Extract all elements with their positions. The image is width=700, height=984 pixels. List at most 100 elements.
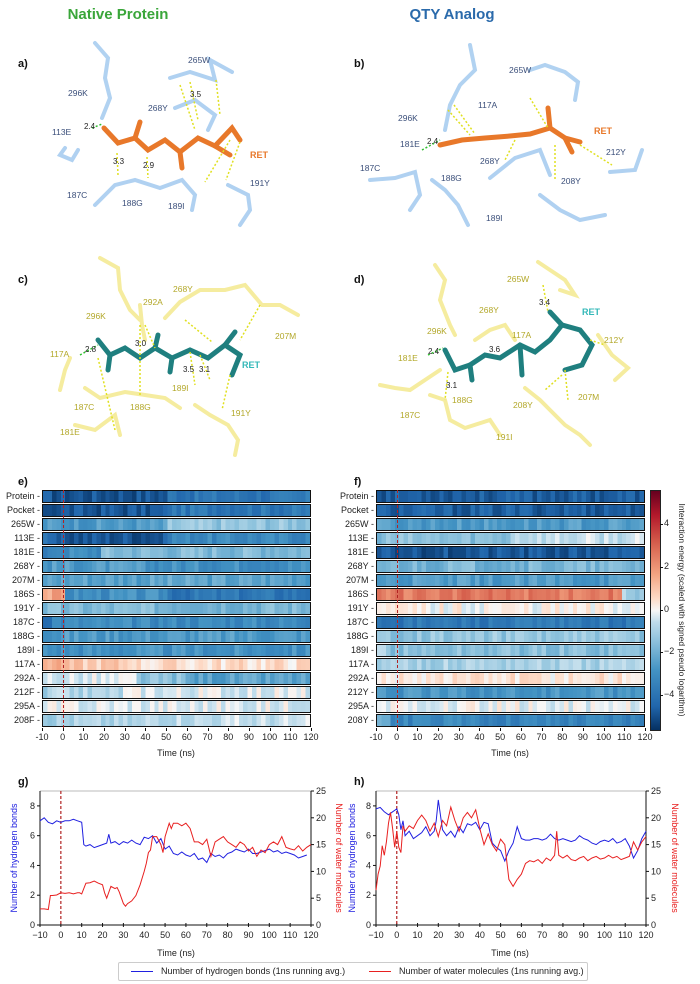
x-tick-label: 70	[202, 930, 212, 940]
x-tick-mark	[541, 728, 543, 731]
residue-label: 207M	[275, 331, 297, 341]
heatmap-row-label: 191Y -	[13, 603, 40, 613]
x-tick-label: 110	[283, 732, 298, 742]
distance-label: 3.5	[183, 365, 195, 374]
colorbar-tick-label: 2	[664, 560, 670, 571]
heatmap-row	[376, 714, 645, 727]
y-right-tick-label: 10	[651, 866, 661, 876]
line-h-ylabel-right: Number of water molecules	[670, 803, 680, 913]
residue-label: 117A	[50, 349, 70, 359]
y-right-tick-label: 15	[651, 840, 661, 850]
heatmap-row	[376, 630, 645, 643]
residue-label: 181E	[398, 353, 418, 363]
x-tick-mark	[166, 728, 168, 731]
x-tick-label: 0	[394, 732, 400, 742]
heatmap-row-label: 117A -	[14, 659, 40, 669]
colorbar-tick-label: −4	[664, 688, 675, 699]
structure-b	[368, 43, 644, 227]
heatmap-row-label: 212F -	[13, 687, 40, 697]
residue-label: 188G	[452, 395, 473, 405]
x-tick-label: 20	[433, 930, 443, 940]
colorbar-tick-mark	[660, 609, 663, 611]
residue-label: 296K	[427, 326, 447, 336]
colorbar-tick-mark	[660, 694, 663, 696]
x-tick-mark	[124, 728, 126, 731]
distance-label: 3.1	[199, 365, 211, 374]
panel-b-letter: b)	[354, 58, 365, 70]
heatmap-row-label: 117A -	[348, 659, 374, 669]
distance-label: 3.6	[489, 345, 501, 354]
residue-label: 188G	[122, 198, 143, 208]
x-tick-label: 40	[140, 732, 151, 742]
y-right-tick-label: 20	[316, 813, 326, 823]
heatmap-row	[376, 490, 645, 503]
x-tick-label: 100	[596, 732, 612, 742]
heatmap-row-label: 188G -	[12, 631, 40, 641]
x-tick-label: 90	[243, 930, 253, 940]
residue-label: 187C	[360, 163, 381, 173]
distance-label: 3.0	[135, 339, 147, 348]
heatmap-row-label: 268Y -	[347, 561, 374, 571]
legend-water-swatch	[369, 971, 391, 972]
x-tick-label: -10	[369, 732, 383, 742]
residue-label: 181E	[400, 139, 420, 149]
x-tick-mark	[500, 728, 502, 731]
residue-label: 187C	[74, 402, 95, 412]
structure-a	[56, 41, 253, 227]
heatmap-row	[376, 700, 645, 713]
x-tick-mark	[145, 728, 147, 731]
x-tick-label: 90	[243, 732, 254, 742]
x-tick-mark	[582, 728, 584, 731]
heatmap-row	[376, 658, 645, 671]
x-tick-mark	[42, 728, 43, 731]
x-tick-label: 40	[139, 930, 149, 940]
panel-c-letter: c)	[18, 274, 28, 286]
heatmap-row-label: 113E -	[14, 533, 40, 543]
heatmap-row	[376, 546, 645, 559]
heatmap-row	[42, 714, 311, 727]
x-tick-label: -10	[35, 732, 49, 742]
x-tick-label: 100	[262, 930, 277, 940]
heatmap-e-xlabel: Time (ns)	[157, 748, 195, 758]
x-tick-label: 80	[223, 732, 234, 742]
heatmap-row-label: 191Y -	[347, 603, 374, 613]
x-tick-mark	[396, 728, 398, 731]
x-tick-label: 50	[496, 930, 506, 940]
heatmap-row-label: 295A -	[347, 701, 374, 711]
x-tick-mark	[207, 728, 209, 731]
residue-label: 189I	[168, 201, 185, 211]
residue-label: 265W	[188, 55, 211, 65]
ligand-label-ret: RET	[582, 307, 600, 317]
x-tick-label: 70	[536, 732, 547, 742]
x-tick-label: 0	[394, 930, 399, 940]
residue-label: 189I	[486, 213, 503, 223]
distance-label: 3.4	[539, 298, 551, 307]
heatmap-row	[42, 658, 311, 671]
x-tick-label: 0	[60, 732, 66, 742]
y-right-tick-label: 15	[316, 840, 326, 850]
heatmap-row	[42, 588, 311, 601]
heatmap-row	[42, 644, 311, 657]
panel-a-letter: a)	[18, 58, 28, 70]
x-tick-label: 70	[537, 930, 547, 940]
x-tick-label: 80	[557, 732, 568, 742]
residue-label: 117A	[478, 100, 498, 110]
distance-label: 3.5	[190, 90, 202, 99]
residue-label: 268Y	[148, 103, 168, 113]
x-tick-label: 110	[618, 930, 632, 940]
x-tick-label: 100	[262, 732, 278, 742]
y-right-tick-label: 5	[651, 893, 656, 903]
x-tick-label: 80	[223, 930, 233, 940]
heatmap-row-label: 207M -	[11, 575, 40, 585]
residue-label: 113E	[52, 127, 72, 137]
heatmap-row	[376, 686, 645, 699]
colorbar-tick-mark	[660, 652, 663, 654]
x-tick-label: 90	[577, 732, 588, 742]
structure-c	[58, 256, 300, 457]
heatmap-row	[376, 672, 645, 685]
qty-analog-title: QTY Analog	[409, 6, 495, 23]
heatmap-row	[42, 504, 311, 517]
heatmap-row-label: Protein -	[5, 491, 40, 501]
